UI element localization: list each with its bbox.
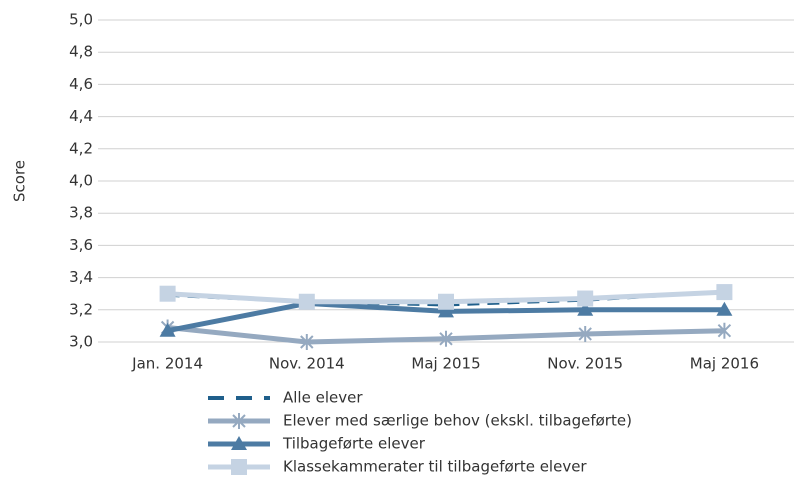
y-tick-label: 4,4 — [69, 107, 93, 125]
y-tick-label: 3,6 — [69, 236, 93, 254]
marker — [300, 334, 314, 350]
marker — [717, 322, 732, 339]
marker — [716, 301, 733, 316]
y-tick-label: 4,6 — [69, 75, 93, 93]
x-tick-label: Jan. 2014 — [131, 355, 203, 373]
legend-label: Elever med særlige behov (ekskl. tilbage… — [283, 412, 632, 430]
y-axis-label: Score — [11, 160, 29, 202]
marker — [577, 290, 594, 307]
marker — [159, 322, 176, 337]
legend-label: Alle elever — [283, 389, 363, 407]
x-tick-label: Nov. 2014 — [269, 355, 345, 373]
marker — [716, 284, 733, 301]
x-tick-label: Maj 2016 — [690, 355, 759, 373]
y-tick-label: 4,2 — [69, 139, 93, 157]
marker — [232, 413, 246, 429]
x-tick-label: Maj 2015 — [411, 355, 480, 373]
y-tick-label: 3,0 — [69, 333, 93, 351]
marker — [298, 293, 315, 310]
marker — [438, 303, 454, 318]
y-tick-label: 4,0 — [69, 172, 93, 190]
y-tick-label: 3,8 — [69, 204, 93, 222]
y-tick-label: 5,0 — [69, 11, 93, 29]
marker — [577, 301, 594, 316]
y-tick-label: 3,4 — [69, 268, 93, 286]
marker — [231, 436, 247, 450]
y-tick-label: 4,8 — [69, 43, 93, 61]
y-tick-label: 3,2 — [69, 300, 93, 318]
marker — [438, 293, 454, 310]
x-tick-label: Nov. 2015 — [547, 355, 623, 373]
marker — [439, 330, 453, 347]
legend-label: Klassekammerater til tilbageførte elever — [283, 458, 587, 476]
legend-label: Tilbageførte elever — [282, 435, 426, 453]
marker — [159, 285, 176, 302]
marker — [578, 325, 592, 342]
marker — [231, 459, 247, 475]
